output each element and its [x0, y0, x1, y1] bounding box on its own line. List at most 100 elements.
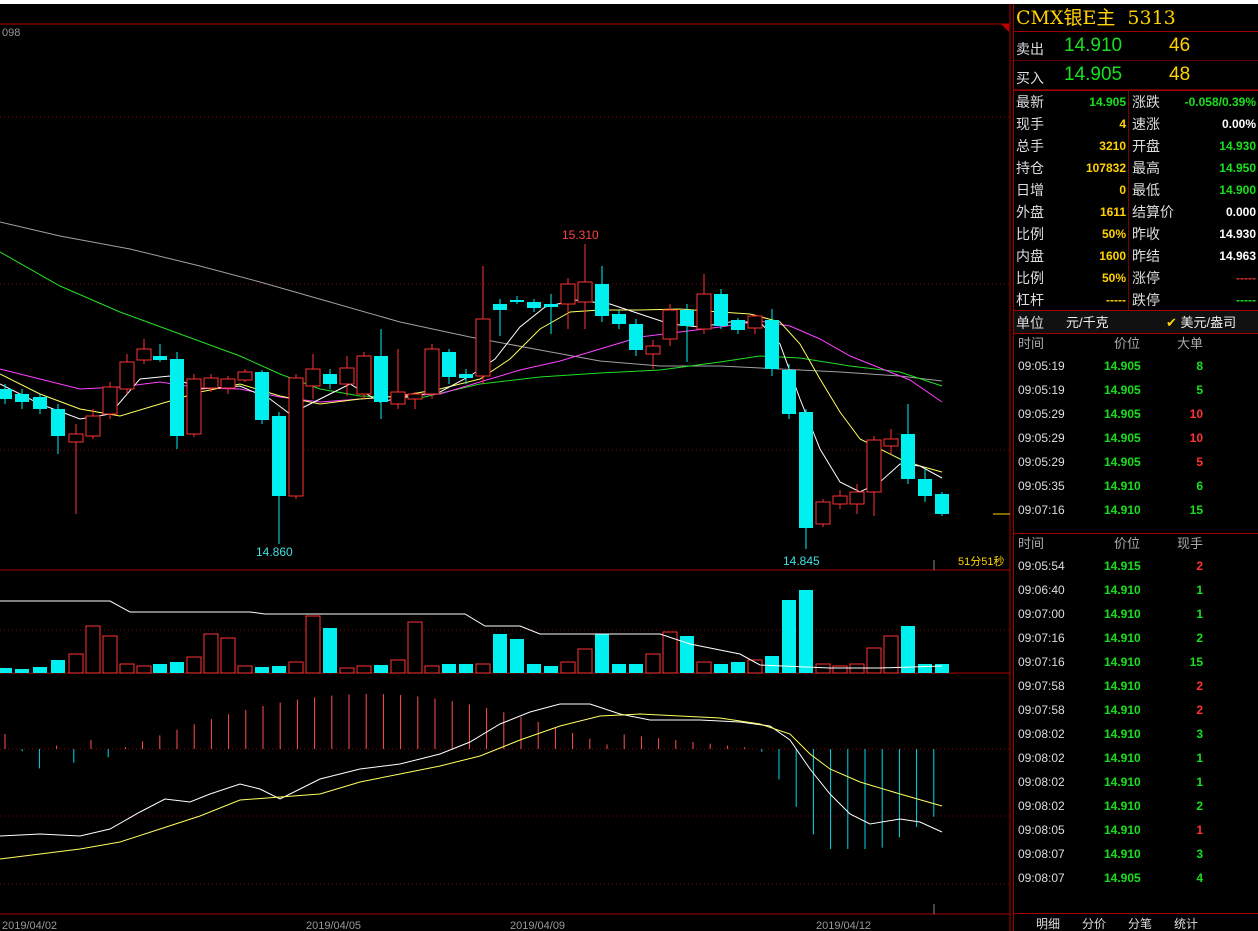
table-row[interactable]: 09:05:29 14.905 10 [1014, 402, 1258, 426]
macd-histogram [4, 694, 935, 849]
ask-label: 卖出 [1016, 41, 1044, 57]
candle-body [272, 416, 286, 496]
table-row[interactable]: 09:06:40 14.910 1 [1014, 578, 1258, 602]
cell-size: 5 [1196, 455, 1203, 469]
volume-bar [442, 664, 456, 673]
quote-field-row: 杠杆 ----- 跌停 ----- [1014, 289, 1258, 311]
cell-size: 2 [1196, 679, 1203, 693]
volume-bar [782, 600, 796, 673]
candle-body [237, 371, 253, 381]
table-row[interactable]: 09:05:35 14.910 6 [1014, 474, 1258, 498]
table-row[interactable]: 09:08:02 14.910 1 [1014, 770, 1258, 794]
title-bar-edge [0, 0, 1258, 4]
volume-bar [629, 664, 643, 673]
field-label: 昨结 [1132, 248, 1160, 264]
field-label: 总手 [1016, 138, 1044, 154]
field-value: 0 [1119, 183, 1126, 197]
cell-price: 14.915 [1104, 559, 1141, 573]
cell-price: 14.910 [1104, 479, 1141, 493]
candle-body [102, 386, 118, 415]
table-row[interactable]: 09:08:02 14.910 2 [1014, 794, 1258, 818]
table-row[interactable]: 09:08:07 14.910 3 [1014, 842, 1258, 866]
pane-borders [0, 4, 1011, 931]
field-label: 结算价 [1132, 204, 1174, 220]
table-row[interactable]: 09:07:16 14.910 15 [1014, 498, 1258, 522]
candle-body [935, 494, 949, 514]
grid-lines [0, 116, 1010, 885]
volume-bar [203, 633, 219, 674]
table-row[interactable]: 09:07:58 14.910 2 [1014, 698, 1258, 722]
candle-body [714, 294, 728, 326]
chart-area[interactable]: 098 15.310 14.860 14.845 51分51秒 2019/04/… [0, 4, 1013, 931]
candle-body [51, 409, 65, 436]
cell-time: 09:05:29 [1018, 431, 1065, 445]
field-value: 50% [1101, 227, 1126, 241]
big-trades-table: 时间 价位 大单 09:05:19 14.905 8 09:05:19 14.905 5 0… [1014, 334, 1258, 534]
tab-detail[interactable]: 明细 [1036, 917, 1061, 931]
candle-body [119, 361, 135, 390]
field-value: 0.000 [1225, 205, 1256, 219]
cell-price: 14.910 [1104, 751, 1141, 765]
tick-header: 时间 价位 现手 [1014, 534, 1258, 554]
table-row[interactable]: 09:08:07 14.905 4 [1014, 866, 1258, 890]
field-value: -0.058/0.39% [1184, 95, 1256, 109]
table-row[interactable]: 09:07:00 14.910 1 [1014, 602, 1258, 626]
candle-body [475, 318, 491, 377]
table-row[interactable]: 09:08:05 14.910 1 [1014, 818, 1258, 842]
cell-time: 09:05:19 [1018, 359, 1065, 373]
cell-price: 14.910 [1104, 847, 1141, 861]
ask-volume: 46 [1169, 35, 1191, 56]
cell-size: 15 [1189, 655, 1203, 669]
candle-body [832, 495, 848, 505]
tab-price[interactable]: 分价 [1082, 917, 1107, 931]
cell-size: 2 [1196, 799, 1203, 813]
volume-bar [323, 628, 337, 673]
ma-long-gray [0, 221, 943, 382]
cell-price: 14.910 [1104, 727, 1141, 741]
candle-body [595, 284, 609, 316]
table-row[interactable]: 09:07:16 14.910 2 [1014, 626, 1258, 650]
table-row[interactable]: 09:08:02 14.910 3 [1014, 722, 1258, 746]
candle-body [866, 439, 882, 493]
volume-bar [339, 667, 355, 674]
quote-field-row: 总手 3210 开盘 14.930 [1014, 135, 1258, 157]
table-row[interactable]: 09:07:16 14.910 15 [1014, 650, 1258, 674]
volume-bar [33, 667, 47, 673]
quote-field-row: 外盘 1611 结算价 0.000 [1014, 201, 1258, 223]
tab-stats[interactable]: 统计 [1174, 917, 1199, 931]
table-row[interactable]: 09:07:58 14.910 2 [1014, 674, 1258, 698]
field-value: 3210 [1099, 139, 1126, 153]
table-row[interactable]: 09:08:02 14.910 1 [1014, 746, 1258, 770]
volume-bar [866, 647, 882, 674]
volume-bar [731, 662, 745, 673]
volume-bar [680, 636, 694, 673]
table-row[interactable]: 09:05:29 14.905 5 [1014, 450, 1258, 474]
cell-time: 09:08:02 [1018, 727, 1065, 741]
field-label: 昨收 [1132, 226, 1160, 242]
volume-bar [560, 661, 576, 674]
bid-volume: 48 [1169, 64, 1191, 85]
volume-bar [832, 665, 848, 674]
field-value: 1611 [1099, 205, 1126, 219]
cell-size: 3 [1196, 847, 1203, 861]
volume-bar [901, 626, 915, 673]
col-size: 大单 [1176, 336, 1203, 351]
cell-time: 09:07:16 [1018, 631, 1065, 645]
unit-option-cny[interactable]: 元/千克 [1066, 315, 1109, 330]
field-label: 最新 [1016, 94, 1044, 110]
candle-body [849, 491, 865, 505]
quote-field-row: 比例 50% 涨停 ----- [1014, 267, 1258, 289]
tab-trades[interactable]: 分笔 [1128, 917, 1153, 931]
table-row[interactable]: 09:05:54 14.915 2 [1014, 554, 1258, 578]
table-row[interactable]: 09:05:19 14.905 8 [1014, 354, 1258, 378]
cell-price: 14.910 [1104, 679, 1141, 693]
cell-price: 14.910 [1104, 503, 1141, 517]
volume-bar [119, 663, 135, 674]
cell-size: 1 [1196, 583, 1203, 597]
volume-bar [102, 635, 118, 674]
table-row[interactable]: 09:05:19 14.905 5 [1014, 378, 1258, 402]
field-label: 杠杆 [1016, 292, 1044, 308]
table-row[interactable]: 09:05:29 14.905 10 [1014, 426, 1258, 450]
unit-option-usd[interactable]: ✔ 美元/盎司 [1166, 311, 1236, 335]
volume-bar [288, 661, 304, 674]
